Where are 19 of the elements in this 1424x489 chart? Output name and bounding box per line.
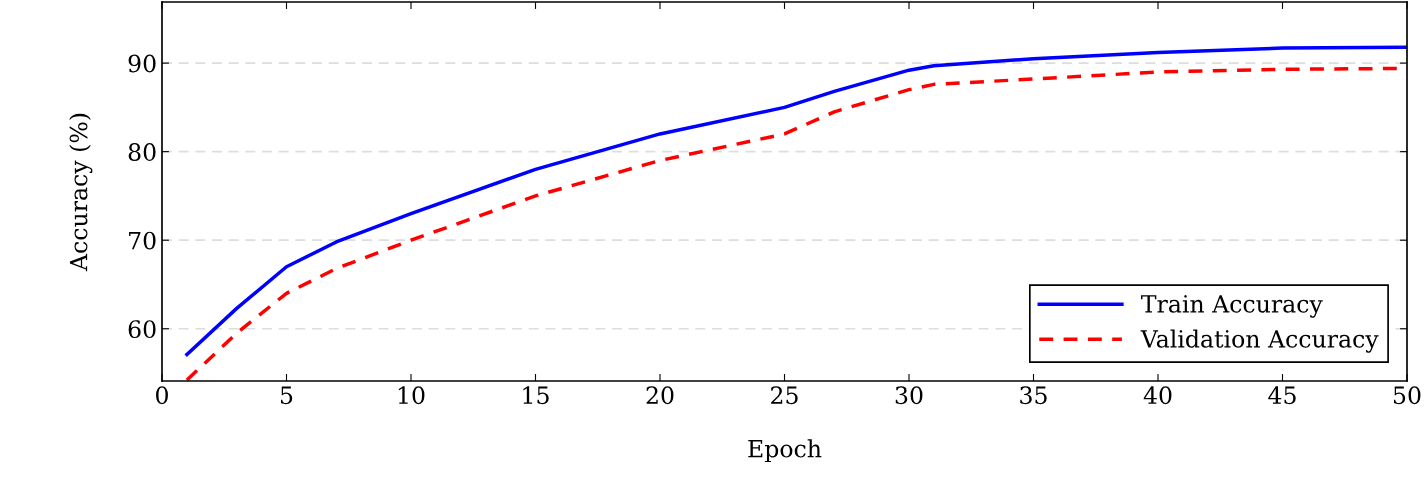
y-tick-label: 60 — [128, 320, 156, 339]
x-tick-label: 5 — [281, 386, 293, 405]
x-tick-label: 0 — [156, 386, 168, 405]
legend-label: Validation Accuracy — [1140, 329, 1379, 353]
x-tick-label: 45 — [1268, 386, 1296, 405]
x-tick-label: 20 — [646, 386, 674, 405]
y-axis-title: Accuracy (%) — [69, 113, 93, 272]
y-tick-label: 90 — [128, 54, 156, 73]
x-tick-label: 35 — [1020, 386, 1047, 405]
x-tick-label: 10 — [398, 386, 425, 405]
y-tick-label: 80 — [128, 143, 156, 161]
x-axis-title: Epoch — [748, 439, 822, 463]
x-tick-label: 15 — [523, 386, 549, 405]
x-tick-label: 25 — [771, 386, 798, 405]
y-tick-label: 70 — [129, 231, 156, 250]
legend-label: Train Accuracy — [1141, 295, 1323, 318]
x-tick-label: 30 — [895, 386, 923, 405]
x-tick-label: 40 — [1143, 386, 1172, 405]
x-tick-label: 50 — [1393, 386, 1421, 405]
